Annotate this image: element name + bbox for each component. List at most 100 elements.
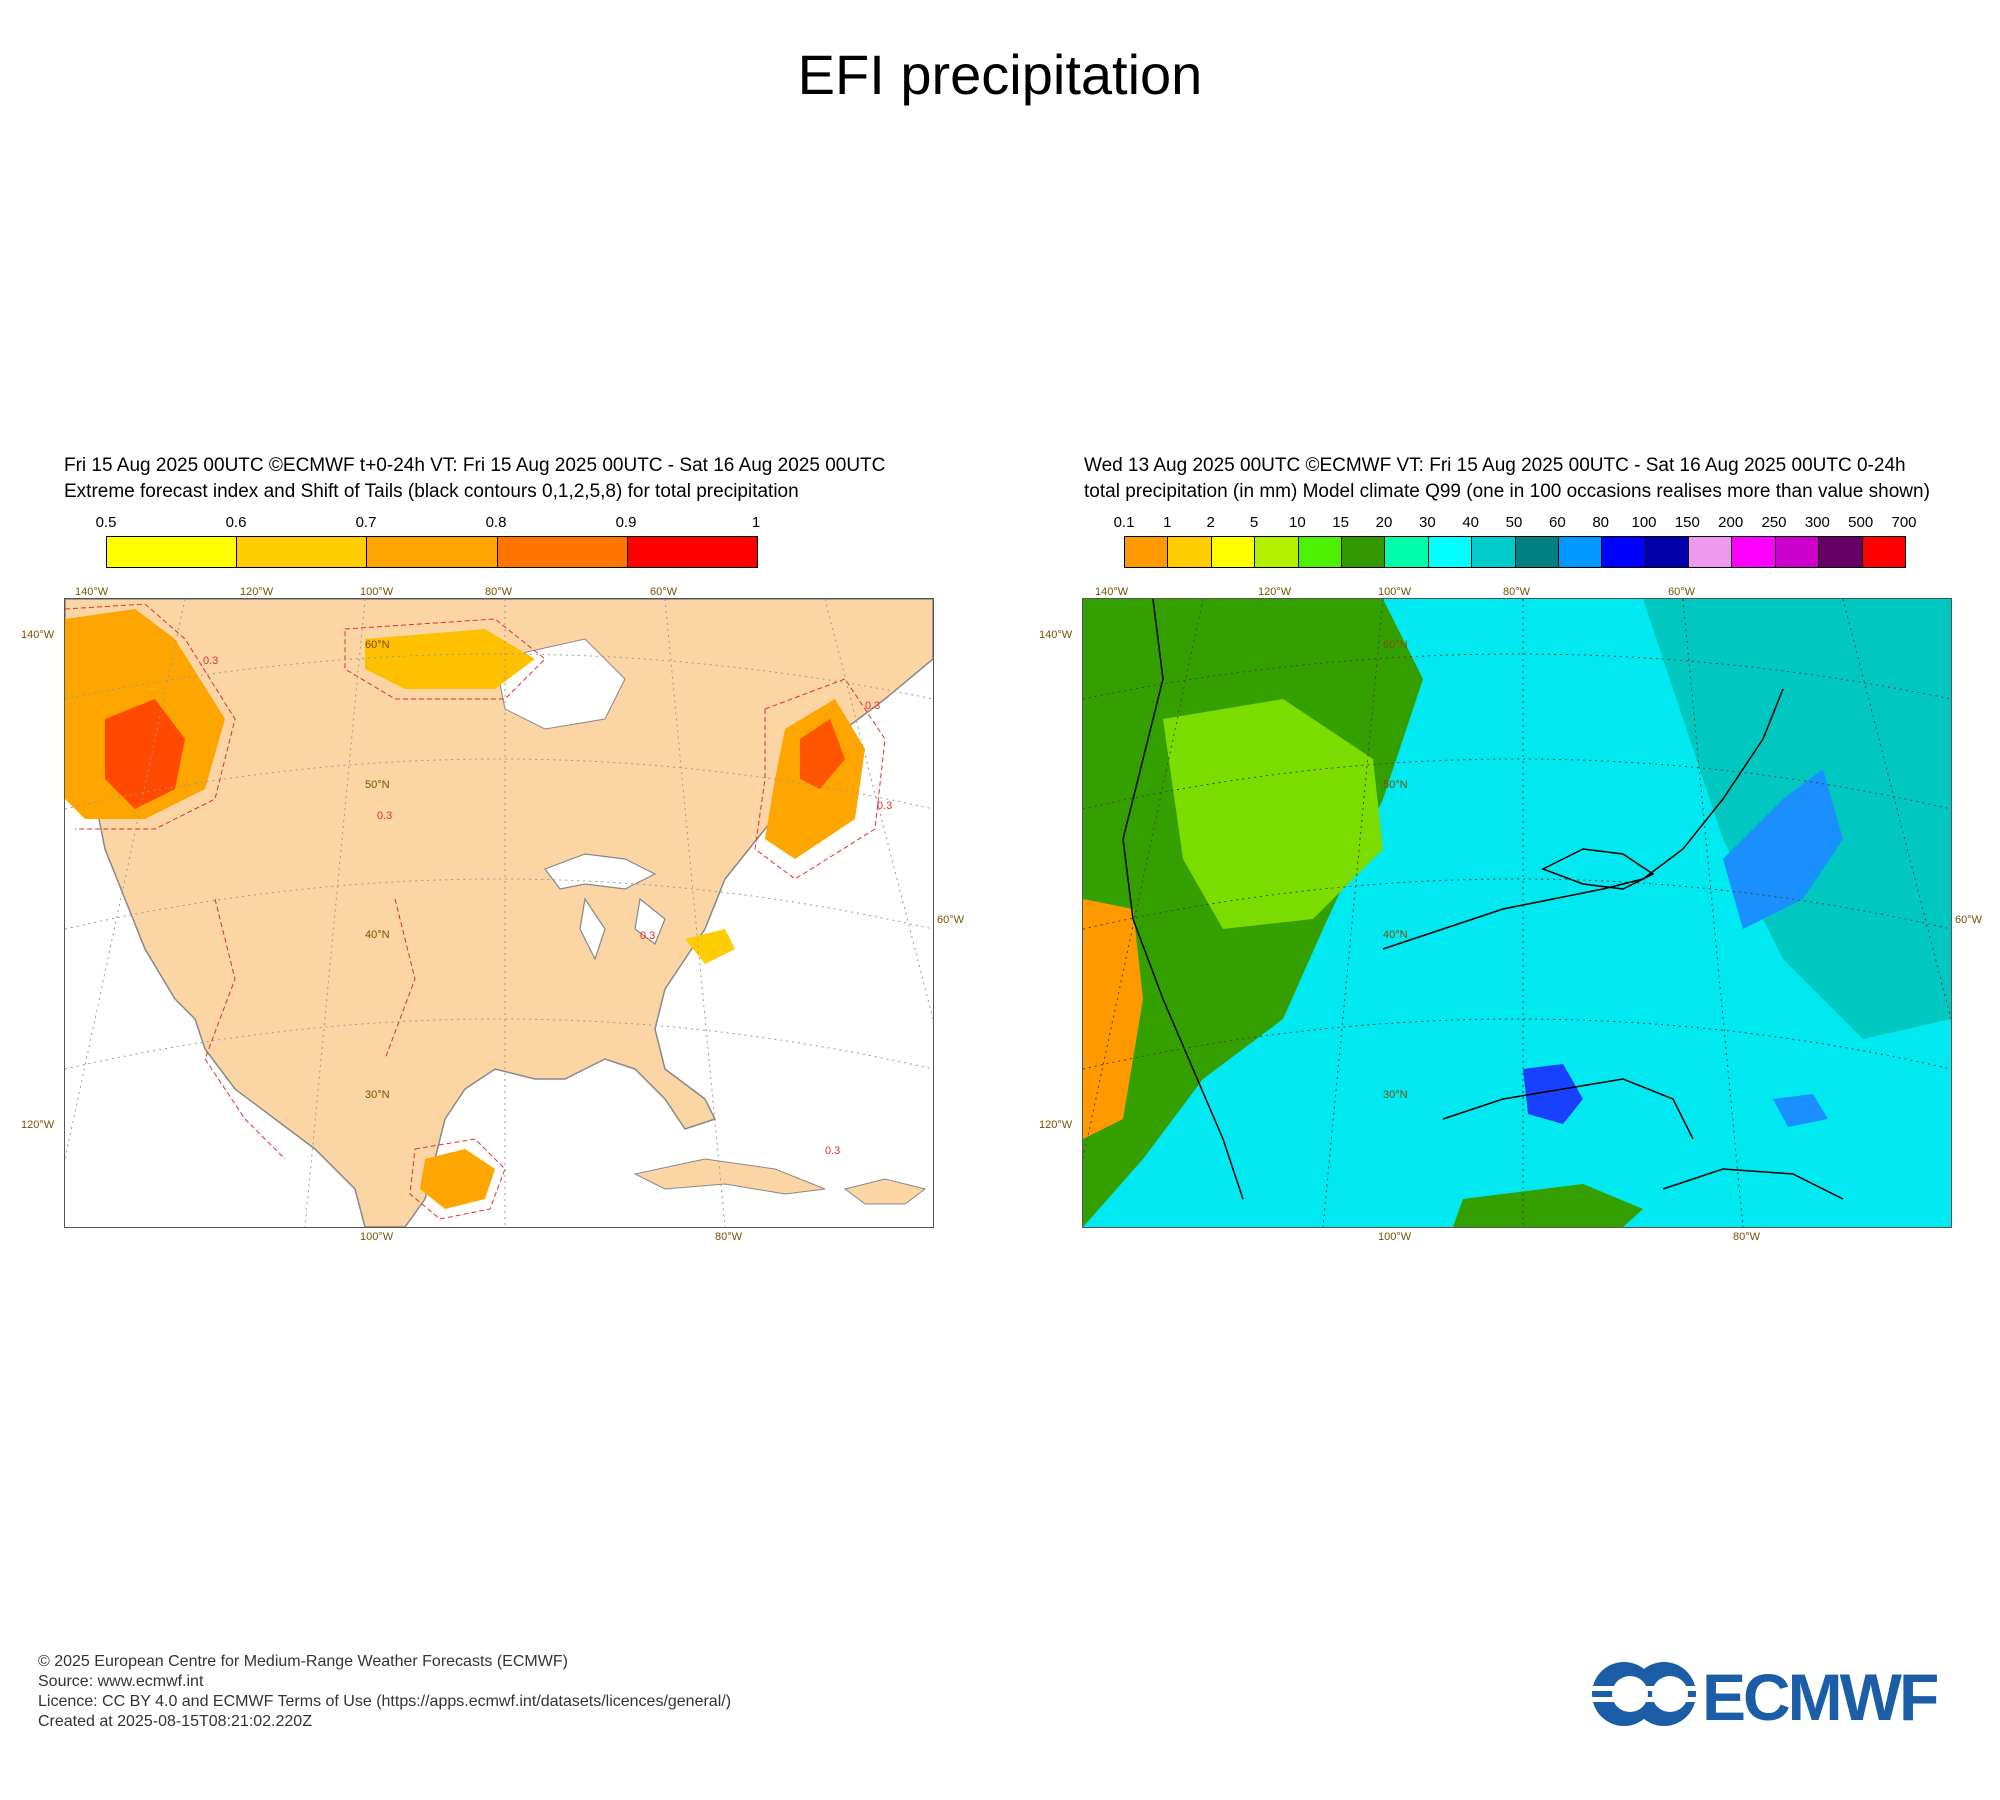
efi-colorbar-ticks: 0.5 0.6 0.7 0.8 0.9 1 xyxy=(96,514,761,532)
contour-label: 0.3 xyxy=(865,700,880,712)
ecmwf-logo-text: ECMWF xyxy=(1702,1660,1937,1728)
footer-licence: Licence: CC BY 4.0 and ECMWF Terms of Us… xyxy=(38,1693,732,1710)
lon-label-right: 60°W xyxy=(1955,914,1983,926)
lat-label: 40°N xyxy=(365,929,390,941)
lat-label: 30°N xyxy=(1383,1089,1408,1101)
efi-contours xyxy=(65,603,886,1220)
contour-label: 0.3 xyxy=(825,1145,840,1157)
q99-colorbar-segment xyxy=(1255,537,1299,567)
q99-header-line1: Wed 13 Aug 2025 00UTC ©ECMWF VT: Fri 15 … xyxy=(1084,455,1906,476)
q99-colorbar-tick-label: 80 xyxy=(1592,514,1609,531)
q99-colorbar-segment xyxy=(1385,537,1429,567)
q99-colorbar-segment xyxy=(1862,537,1906,567)
lon-label-top: 120°W xyxy=(240,586,274,598)
efi-area-hudson xyxy=(365,629,535,689)
north-america-land xyxy=(65,599,933,1227)
lat-label: 60°N xyxy=(365,639,390,651)
lat-label: 60°N xyxy=(1383,639,1408,651)
q99-lime-plains xyxy=(1163,699,1383,929)
lon-label-top: 120°W xyxy=(1258,586,1292,598)
efi-colorbar-segment xyxy=(107,537,238,567)
q99-colorbar-segment xyxy=(1645,537,1690,567)
lat-label: 50°N xyxy=(1383,779,1408,791)
q99-colorbar-segment xyxy=(1472,537,1516,567)
ecmwf-logo: ECMWF xyxy=(1590,1660,1940,1728)
q99-colorbar-tick-label: 15 xyxy=(1332,514,1349,531)
q99-green-gulf xyxy=(1453,1184,1643,1227)
q99-colorbar-tick-label: 200 xyxy=(1718,514,1744,531)
great-lakes xyxy=(544,853,666,961)
efi-header-line2: Extreme forecast index and Shift of Tail… xyxy=(64,481,799,502)
contour-label: 0.3 xyxy=(877,800,892,812)
q99-colorbar-tick-label: 250 xyxy=(1761,514,1787,531)
lon-label-left: 120°W xyxy=(21,1119,55,1131)
lon-label-bottom: 100°W xyxy=(1378,1231,1412,1243)
lon-label-top: 80°W xyxy=(485,586,513,598)
lon-label-top: 140°W xyxy=(75,586,109,598)
lon-label-top: 80°W xyxy=(1503,586,1531,598)
q99-orange-west xyxy=(1083,899,1143,1139)
footer-copyright: © 2025 European Centre for Medium-Range … xyxy=(38,1653,568,1670)
efi-colorbar-tick-label: 0.9 xyxy=(615,514,637,531)
q99-colorbar-tick-label: 5 xyxy=(1249,514,1259,531)
q99-map-svg xyxy=(1083,599,1951,1227)
lon-label-right: 60°W xyxy=(937,914,965,926)
q99-blue-bahamas xyxy=(1773,1094,1828,1127)
lon-label-left: 140°W xyxy=(21,629,55,641)
q99-colorbar-segment xyxy=(1558,537,1603,567)
q99-colorbar-segment xyxy=(1428,537,1473,567)
lon-label-bottom: 100°W xyxy=(360,1231,394,1243)
footer-created: Created at 2025-08-15T08:21:02.220Z xyxy=(38,1713,312,1730)
q99-colorbar-segment xyxy=(1298,537,1342,567)
q99-colorbar-segment xyxy=(1125,537,1169,567)
q99-colorbar-segment xyxy=(1168,537,1212,567)
lon-label-top: 100°W xyxy=(360,586,394,598)
efi-panel: Fri 15 Aug 2025 00UTC ©ECMWF t+0-24h VT:… xyxy=(21,455,998,1255)
lat-label: 30°N xyxy=(365,1089,390,1101)
q99-colorbar-tick-label: 10 xyxy=(1288,514,1306,531)
lon-label-top: 100°W xyxy=(1378,586,1412,598)
efi-colorbar-segment xyxy=(627,537,758,567)
lon-label-top: 140°W xyxy=(1095,586,1129,598)
footer: © 2025 European Centre for Medium-Range … xyxy=(38,1652,731,1732)
q99-map: 140°W 120°W 100°W 80°W 60°W 140°W 120°W … xyxy=(1039,586,1982,1243)
q99-colorbar-tick-label: 0.1 xyxy=(1113,514,1135,531)
q99-colorbar-segment xyxy=(1775,537,1820,567)
efi-colorbar-tick-label: 0.5 xyxy=(95,514,117,531)
page-title: EFI precipitation xyxy=(797,43,1203,106)
lat-label: 40°N xyxy=(1383,929,1408,941)
lon-label-bottom: 80°W xyxy=(715,1231,743,1243)
efi-colorbar-segment xyxy=(497,537,628,567)
lon-label-top: 60°W xyxy=(650,586,678,598)
coastlines xyxy=(1122,599,1844,1200)
footer-source: Source: www.ecmwf.int xyxy=(38,1673,204,1690)
q99-blue-ocean xyxy=(1723,769,1843,929)
lat-label: 50°N xyxy=(365,779,390,791)
efi-colorbar xyxy=(106,536,758,568)
efi-header-line1: Fri 15 Aug 2025 00UTC ©ECMWF t+0-24h VT:… xyxy=(64,455,886,476)
q99-colorbar-tick-label: 60 xyxy=(1548,514,1566,531)
q99-colorbar-tick-label: 30 xyxy=(1418,514,1436,531)
q99-colorbar-segment xyxy=(1341,537,1386,567)
q99-colorbar-tick-label: 100 xyxy=(1631,514,1657,531)
efi-area-east-core xyxy=(800,719,845,789)
q99-colorbar-tick-label: 700 xyxy=(1891,514,1917,531)
efi-colorbar-segment xyxy=(367,537,498,567)
q99-colorbar-tick-label: 20 xyxy=(1375,514,1393,531)
q99-colorbar-segment xyxy=(1819,537,1863,567)
q99-colorbar-segment xyxy=(1732,537,1776,567)
efi-area-gulf xyxy=(420,1149,495,1209)
lon-label-bottom: 80°W xyxy=(1733,1231,1761,1243)
efi-colorbar-tick-label: 0.7 xyxy=(355,514,377,531)
contour-label: 0.3 xyxy=(203,655,218,667)
q99-header-line2: total precipitation (in mm) Model climat… xyxy=(1084,481,1930,502)
efi-area-nj xyxy=(685,929,735,964)
q99-blue-gulf xyxy=(1523,1064,1583,1124)
contour-label: 0.3 xyxy=(377,810,392,822)
efi-colorbar-segment xyxy=(237,537,368,567)
q99-colorbar-tick-label: 50 xyxy=(1505,514,1523,531)
efi-map-svg: 0.3 0.3 0.3 0.3 0.3 0.3 xyxy=(65,599,933,1227)
q99-colorbar xyxy=(1124,536,1906,568)
efi-map: 0.3 0.3 0.3 0.3 0.3 0.3 140°W 120°W 100°… xyxy=(21,586,964,1243)
efi-area-west-core xyxy=(105,699,185,809)
